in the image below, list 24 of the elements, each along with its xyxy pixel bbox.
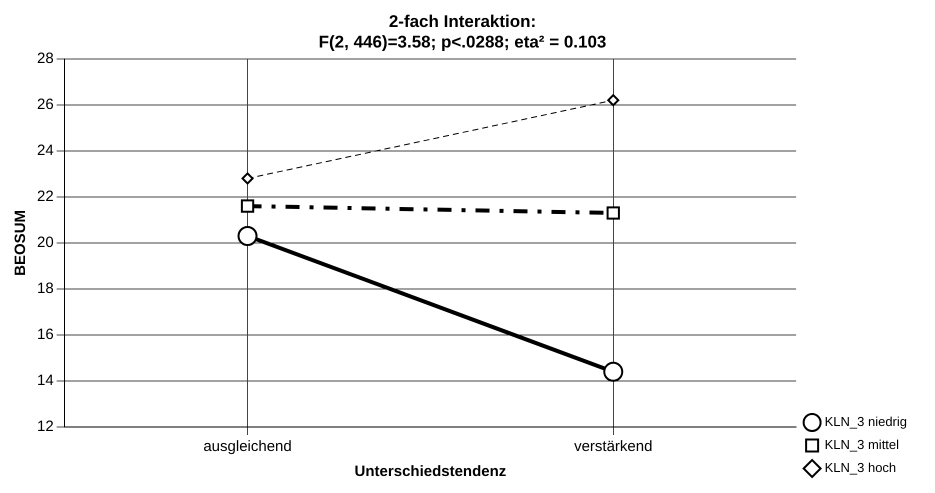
y-axis-title: BEOSUM: [12, 210, 30, 276]
point: [240, 199, 254, 213]
y-tick-label: 20: [36, 234, 54, 252]
point: [606, 206, 620, 220]
point: [242, 172, 254, 184]
y-tick-label: 16: [36, 326, 54, 344]
chart-title: 2-fach Interaktion:: [388, 12, 536, 31]
legend-label: KLN_3 mittel: [824, 437, 900, 452]
point: [607, 94, 620, 106]
point: [603, 362, 624, 382]
point: [238, 226, 258, 246]
y-tick-label: 28: [36, 50, 54, 67]
legend-label: KLN_3 niedrig: [824, 414, 908, 430]
chart-subtitle: F(2, 446)=3.58; p<.0288; eta² = 0.103: [318, 32, 606, 52]
y-tick-label: 26: [36, 96, 54, 113]
legend-label: KLN_3 hoch: [824, 460, 896, 476]
x-axis-title: Unterschiedstendenz: [354, 463, 506, 480]
y-tick-label: 24: [36, 142, 54, 159]
y-tick-label: 12: [36, 418, 54, 436]
x-tick-label: ausgleichend: [203, 438, 292, 456]
y-tick-label: 22: [36, 188, 54, 206]
x-tick-label: verstärkend: [574, 438, 652, 456]
y-tick-label: 18: [36, 280, 54, 298]
y-tick-label: 14: [36, 372, 54, 390]
